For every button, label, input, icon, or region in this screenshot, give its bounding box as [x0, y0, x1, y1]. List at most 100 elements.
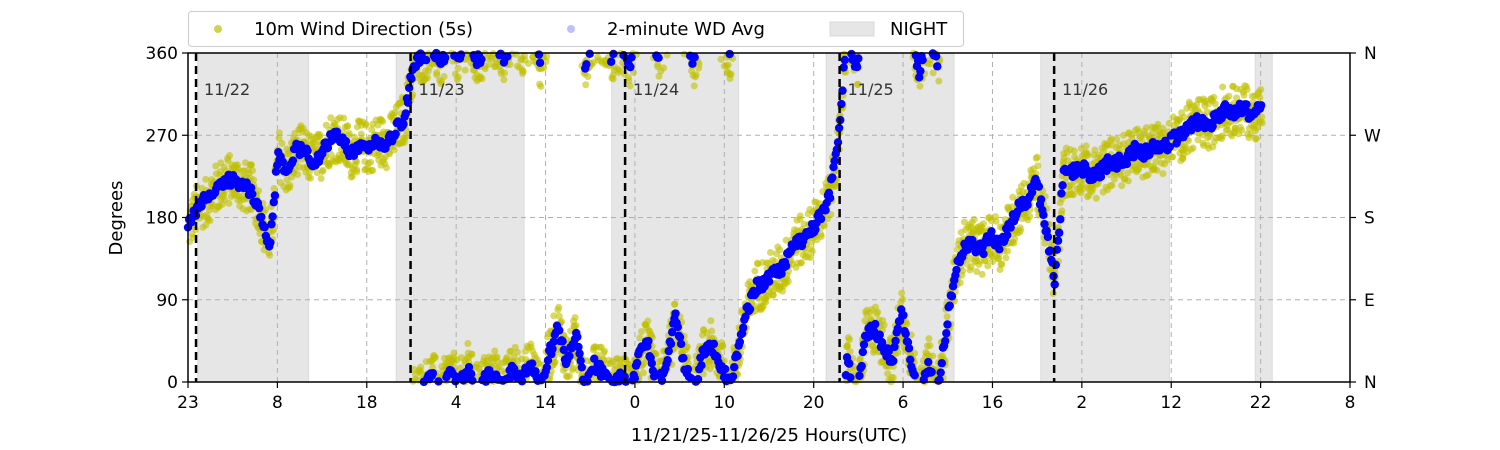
wd-avg-point: [267, 220, 276, 229]
legend-label-night: NIGHT: [890, 19, 948, 40]
wd-avg-point: [728, 372, 738, 381]
x-tick-label: 23: [177, 393, 199, 413]
wd-avg-point: [979, 249, 988, 259]
wind-direction-point: [464, 339, 472, 347]
wind-direction-point: [202, 175, 210, 183]
wd-avg-point: [266, 238, 275, 247]
wind-direction-point: [609, 75, 617, 83]
wind-direction-point: [880, 321, 888, 329]
wind-direction-point: [1020, 179, 1028, 187]
wind-direction-point: [1009, 193, 1017, 201]
y-axis-label: Degrees: [106, 181, 127, 256]
wind-direction-point: [322, 121, 330, 129]
wind-direction-point: [1219, 83, 1227, 91]
wind-direction-point: [832, 182, 840, 190]
wd-avg-point: [987, 227, 996, 236]
x-axis-label: 11/21/25-11/26/25 Hours(UTC): [631, 425, 907, 446]
wind-direction-point: [889, 374, 897, 382]
x-tick-label: 6: [898, 393, 909, 413]
wd-avg-point: [303, 146, 312, 156]
wind-direction-point: [383, 164, 391, 172]
wd-avg-point: [899, 311, 908, 320]
wind-direction-point: [808, 247, 816, 255]
wd-avg-point: [725, 49, 734, 59]
wd-avg-point: [729, 362, 739, 372]
wind-direction-point: [817, 230, 825, 238]
wind-direction-point: [248, 161, 256, 169]
wd-avg-point: [1096, 172, 1106, 181]
wd-avg-point: [543, 356, 553, 365]
wd-avg-point: [945, 301, 954, 310]
wind-direction-point: [845, 336, 853, 344]
day-marker-label: 11/23: [419, 80, 465, 99]
wind-direction-point: [248, 167, 256, 175]
wind-direction-point: [266, 251, 274, 259]
wind-direction-point: [671, 300, 679, 308]
wind-direction-point: [979, 220, 987, 228]
wd-avg-point: [720, 364, 730, 374]
wd-avg-point: [1145, 150, 1154, 160]
wd-avg-point: [647, 359, 657, 368]
wd-avg-point: [676, 339, 686, 349]
wind-direction-point: [468, 350, 476, 358]
wd-avg-point: [811, 225, 820, 234]
wind-direction-point: [348, 172, 356, 180]
wind-direction-point: [899, 295, 907, 303]
wd-avg-point: [834, 123, 844, 133]
wind-direction-point: [782, 236, 790, 244]
wind-direction-point: [1180, 113, 1188, 121]
wd-avg-point: [270, 191, 280, 200]
wd-avg-point: [733, 351, 742, 361]
wd-avg-point: [839, 63, 848, 72]
wind-direction-point: [1258, 119, 1266, 127]
wd-avg-point: [1056, 215, 1065, 224]
wind-direction-point: [1169, 153, 1177, 161]
wd-avg-point: [575, 349, 584, 358]
wd-avg-point: [664, 346, 673, 356]
wind-direction-point: [996, 266, 1004, 274]
wind-direction-point: [1113, 135, 1121, 143]
wind-direction-point: [973, 267, 981, 275]
wind-direction-point: [319, 166, 327, 174]
wind-direction-point: [911, 349, 919, 357]
wind-direction-point: [690, 82, 698, 90]
wd-avg-point: [859, 340, 869, 349]
day-marker-label: 11/26: [1062, 80, 1108, 99]
y2-tick-label: E: [1364, 291, 1375, 311]
x-tick-label: 20: [803, 393, 825, 413]
wind-direction-point: [1011, 235, 1019, 243]
x-tick-label: 16: [982, 393, 1004, 413]
wd-avg-point: [893, 324, 903, 333]
wd-avg-point: [1036, 195, 1046, 204]
wind-direction-point: [1002, 254, 1010, 262]
wind-direction-point: [992, 217, 1000, 225]
wind-direction-point: [796, 212, 804, 220]
wind-direction-point: [1069, 191, 1077, 199]
wind-direction-point: [317, 175, 325, 183]
wind-direction-point: [1247, 130, 1255, 138]
wd-avg-point: [745, 305, 755, 314]
wd-avg-point: [269, 198, 278, 207]
wind-direction-point: [423, 74, 431, 82]
wd-avg-point: [871, 319, 880, 329]
wind-direction-point: [960, 218, 968, 226]
wd-avg-point: [1051, 260, 1061, 270]
wd-avg-point: [468, 376, 477, 385]
wd-avg-point: [1043, 232, 1053, 242]
wind-direction-point: [1258, 113, 1266, 121]
wind-direction-point: [1079, 184, 1087, 192]
x-tick-label: 18: [356, 393, 378, 413]
wind-direction-point: [695, 60, 703, 68]
wd-avg-point: [288, 156, 298, 165]
wind-direction-point: [846, 348, 854, 356]
wd-avg-point: [995, 245, 1004, 254]
wind-direction-point: [362, 121, 370, 129]
wind-direction-point: [943, 313, 951, 321]
wind-direction-point: [256, 229, 264, 237]
wind-direction-point: [275, 129, 283, 137]
wind-direction-point: [278, 139, 286, 147]
wind-direction-point: [1120, 131, 1128, 139]
wd-avg-point: [904, 344, 914, 353]
wd-avg-point: [1039, 210, 1048, 220]
wd-avg-point: [1057, 189, 1066, 198]
